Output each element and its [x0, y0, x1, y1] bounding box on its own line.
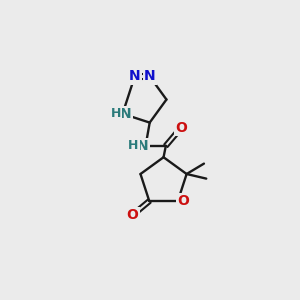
Text: N: N [144, 70, 155, 83]
Text: H: H [111, 107, 121, 120]
Text: H: H [128, 139, 139, 152]
Text: N: N [120, 107, 132, 121]
Text: O: O [175, 122, 187, 135]
Text: N: N [137, 139, 148, 153]
Text: O: O [127, 208, 139, 222]
Text: N: N [129, 70, 140, 83]
Text: O: O [177, 194, 189, 208]
